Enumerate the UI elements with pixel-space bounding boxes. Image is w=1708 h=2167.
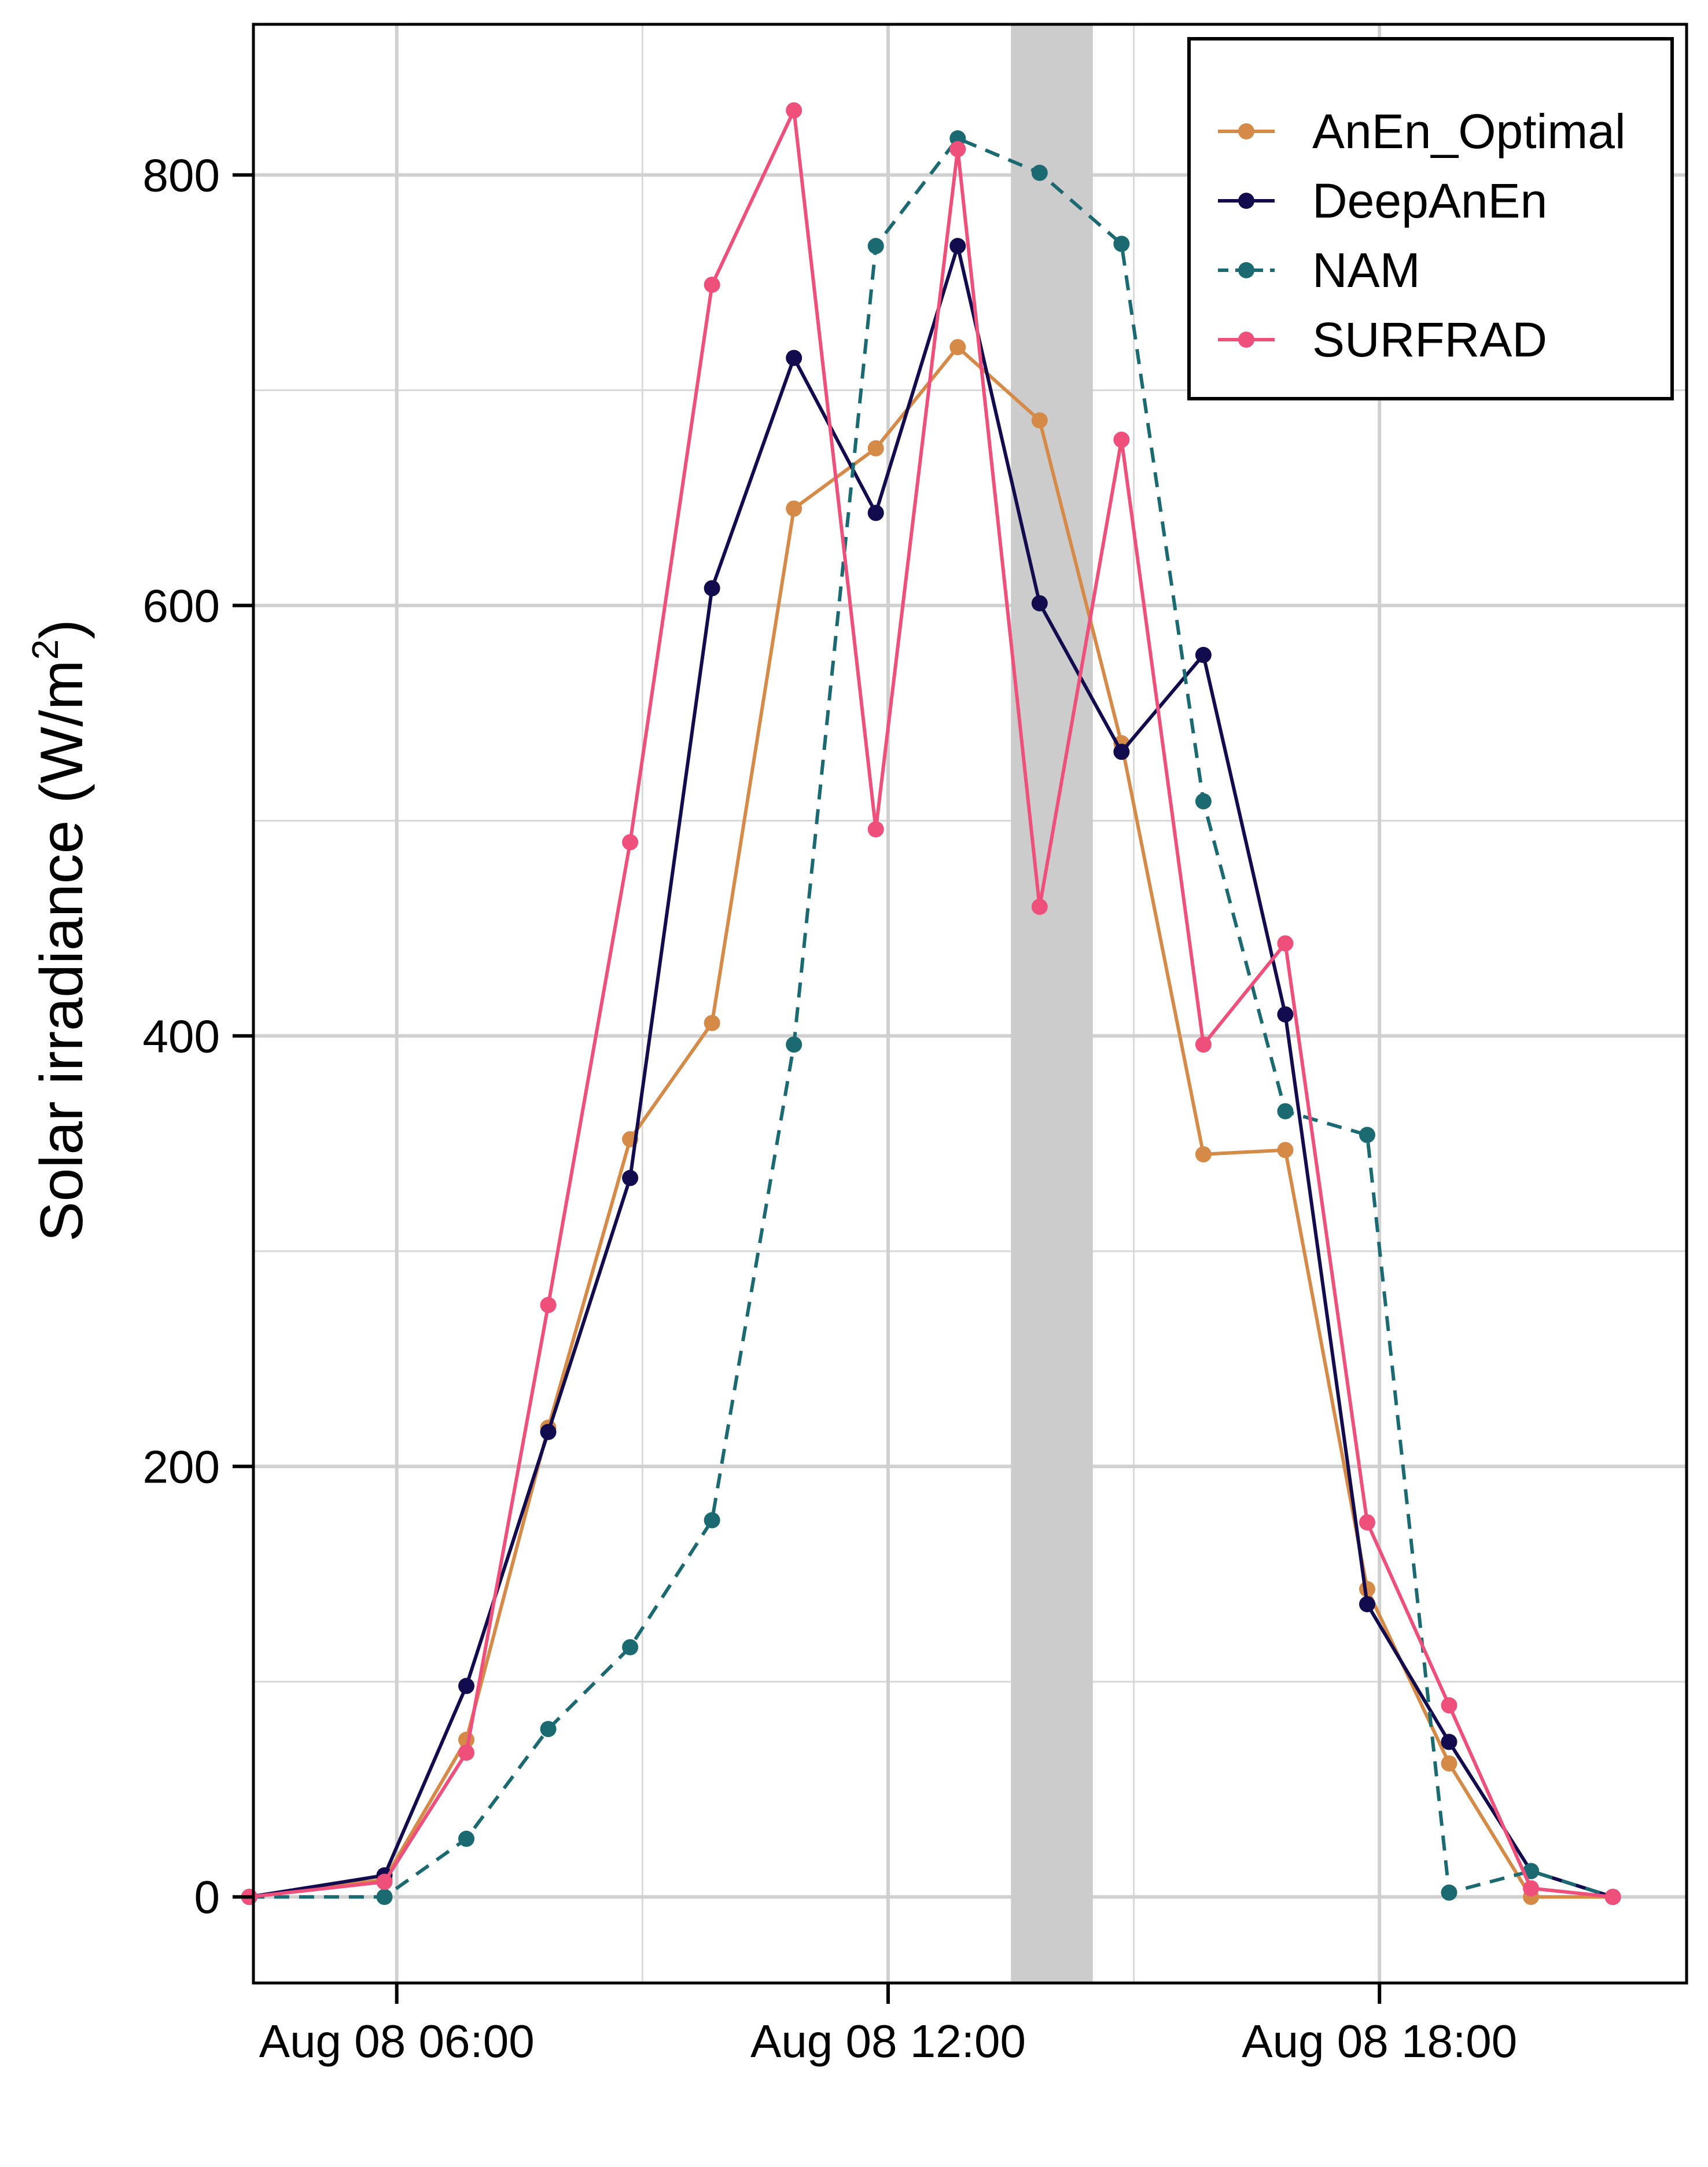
legend-swatch-point [1238, 193, 1254, 209]
data-point-surfrad [1359, 1514, 1375, 1530]
y-axis-label-main: Solar irradiance (W/m [28, 660, 95, 1242]
data-point-anen-optimal [867, 440, 884, 457]
data-point-surfrad [949, 141, 966, 157]
data-point-surfrad [1441, 1697, 1457, 1714]
data-point-surfrad [1277, 935, 1294, 952]
data-point-surfrad [704, 277, 720, 293]
y-axis-label-close: ) [28, 619, 95, 639]
y-axis: 0 200 400 600 800 [143, 149, 253, 1923]
highlight-band-group [1011, 24, 1093, 1983]
data-point-deepanen [1359, 1596, 1375, 1613]
data-point-nam [1359, 1127, 1375, 1143]
legend: AnEn_Optimal DeepAnEn NAM SURFRAD [1187, 37, 1674, 400]
data-point-deepanen [1441, 1734, 1457, 1750]
data-point-nam [1195, 793, 1212, 810]
data-point-anen-optimal [1441, 1755, 1457, 1772]
data-point-nam [1441, 1884, 1457, 1901]
data-point-deepanen [622, 1169, 639, 1186]
highlight-band [1011, 24, 1093, 1983]
x-tick-label: Aug 08 18:00 [1242, 2015, 1517, 2067]
data-point-nam [1277, 1103, 1294, 1120]
data-point-deepanen [1277, 1006, 1294, 1023]
plot-frame-group [252, 23, 1688, 1985]
data-point-nam [376, 1889, 393, 1905]
data-point-deepanen [540, 1423, 557, 1440]
series-group [241, 102, 1621, 1905]
data-point-surfrad [1113, 431, 1130, 448]
data-point-surfrad [867, 821, 884, 838]
legend-swatch-point [1238, 332, 1254, 348]
y-axis-label-group: Solar irradiance (W/m2) [24, 619, 95, 1242]
data-point-surfrad [376, 1874, 393, 1890]
x-tick-label: Aug 08 06:00 [259, 2015, 535, 2067]
plot-frame [252, 23, 1688, 1985]
y-axis-label-superscript: 2 [24, 639, 66, 660]
data-point-deepanen [458, 1677, 475, 1694]
legend-swatch-point [1238, 123, 1254, 139]
data-point-surfrad [1604, 1889, 1621, 1905]
data-point-nam [622, 1639, 639, 1655]
data-point-surfrad [540, 1297, 557, 1314]
data-point-deepanen [867, 505, 884, 521]
data-point-anen-optimal [1031, 412, 1048, 429]
legend-label: AnEn_Optimal [1312, 104, 1626, 159]
data-point-anen-optimal [1195, 1146, 1212, 1162]
data-point-anen-optimal [786, 500, 803, 517]
data-point-surfrad [458, 1744, 475, 1761]
y-tick-label: 0 [194, 1871, 220, 1923]
legend-label: DeepAnEn [1312, 174, 1547, 228]
data-point-nam [867, 238, 884, 255]
data-point-deepanen [949, 238, 966, 255]
y-tick-label: 600 [143, 580, 220, 631]
data-point-surfrad [1031, 899, 1048, 915]
data-point-nam [540, 1721, 557, 1738]
data-point-anen-optimal [949, 339, 966, 355]
series-line-nam [249, 137, 1614, 1899]
x-tick-label: Aug 08 12:00 [750, 2015, 1026, 2067]
legend-swatch-point [1238, 262, 1254, 278]
data-point-surfrad [622, 834, 639, 851]
data-point-surfrad [786, 102, 803, 119]
legend-label: SURFRAD [1312, 312, 1547, 367]
y-tick-label: 400 [143, 1010, 220, 1062]
y-tick-label: 200 [143, 1441, 220, 1492]
y-axis-label: Solar irradiance (W/m2) [24, 619, 95, 1242]
data-point-nam [786, 1036, 803, 1053]
data-point-surfrad [1523, 1880, 1540, 1897]
data-point-anen-optimal [704, 1014, 720, 1031]
minor-grid [253, 24, 1687, 1983]
data-point-deepanen [786, 349, 803, 366]
data-point-deepanen [1113, 744, 1130, 760]
data-point-deepanen [1195, 646, 1212, 663]
data-point-deepanen [1031, 595, 1048, 612]
data-point-nam [704, 1512, 720, 1529]
data-point-anen-optimal [1277, 1142, 1294, 1158]
y-tick-label: 800 [143, 149, 220, 201]
data-point-deepanen [704, 580, 720, 597]
data-point-nam [458, 1830, 475, 1847]
data-point-nam [1031, 164, 1048, 181]
legend-label: NAM [1312, 243, 1420, 297]
x-axis: Aug 08 06:00 Aug 08 12:00 Aug 08 18:00 [259, 1983, 1517, 2067]
data-point-nam [1113, 236, 1130, 252]
data-point-surfrad [1195, 1036, 1212, 1053]
